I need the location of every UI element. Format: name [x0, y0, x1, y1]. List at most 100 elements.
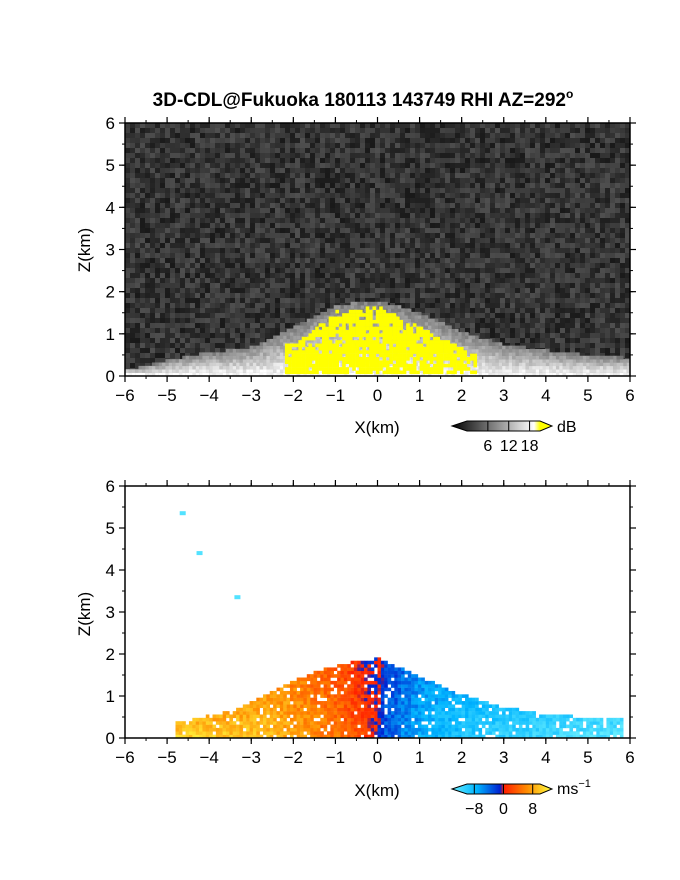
noise-cell — [435, 163, 440, 168]
noise-cell — [185, 148, 190, 153]
noise-cell — [485, 283, 490, 288]
noise-cell — [605, 353, 610, 358]
noise-cell — [365, 158, 370, 163]
noise-cell — [500, 228, 505, 233]
noise-cell — [145, 208, 150, 213]
noise-cell — [475, 328, 480, 333]
noise-cell — [610, 298, 615, 303]
noise-cell — [295, 263, 300, 268]
noise-cell — [495, 263, 500, 268]
noise-cell — [360, 153, 365, 158]
noise-cell — [450, 273, 455, 278]
noise-cell — [610, 238, 615, 243]
noise-cell — [415, 163, 420, 168]
noise-cell — [315, 158, 320, 163]
noise-cell — [590, 203, 595, 208]
noise-cell — [150, 193, 155, 198]
noise-cell — [625, 133, 630, 138]
noise-cell — [540, 238, 545, 243]
noise-cell — [470, 238, 475, 243]
noise-cell — [205, 293, 210, 298]
noise-cell — [585, 238, 590, 243]
noise-cell — [490, 123, 495, 128]
noise-cell — [185, 128, 190, 133]
noise-cell — [330, 128, 335, 133]
noise-cell — [555, 263, 560, 268]
noise-cell — [535, 273, 540, 278]
noise-cell — [410, 173, 415, 178]
noise-cell — [305, 213, 310, 218]
noise-cell — [515, 208, 520, 213]
noise-cell — [140, 203, 145, 208]
noise-cell — [440, 193, 445, 198]
noise-cell — [365, 188, 370, 193]
noise-cell — [330, 268, 335, 273]
noise-cell — [270, 168, 275, 173]
noise-cell — [540, 243, 545, 248]
noise-cell — [350, 298, 355, 303]
noise-cell — [570, 233, 575, 238]
noise-cell — [315, 183, 320, 188]
noise-cell — [165, 338, 170, 343]
noise-cell — [385, 223, 390, 228]
noise-cell — [455, 148, 460, 153]
noise-cell — [530, 243, 535, 248]
noise-cell — [290, 198, 295, 203]
noise-cell — [130, 303, 135, 308]
noise-cell — [140, 348, 145, 353]
noise-cell — [385, 228, 390, 233]
noise-cell — [385, 193, 390, 198]
noise-cell — [535, 238, 540, 243]
noise-cell — [305, 223, 310, 228]
noise-cell — [260, 273, 265, 278]
noise-cell — [290, 138, 295, 143]
noise-cell — [265, 193, 270, 198]
noise-cell — [510, 303, 515, 308]
noise-cell — [395, 148, 400, 153]
noise-cell — [595, 348, 600, 353]
noise-cell — [535, 178, 540, 183]
noise-cell — [440, 263, 445, 268]
noise-cell — [345, 178, 350, 183]
noise-cell — [470, 303, 475, 308]
noise-cell — [235, 278, 240, 283]
noise-cell — [600, 213, 605, 218]
noise-cell — [320, 283, 325, 288]
noise-cell — [615, 168, 620, 173]
noise-cell — [140, 258, 145, 263]
noise-cell — [490, 328, 495, 333]
noise-cell — [240, 313, 245, 318]
noise-cell — [515, 223, 520, 228]
noise-cell — [180, 328, 185, 333]
noise-cell — [130, 203, 135, 208]
noise-cell — [510, 253, 515, 258]
noise-cell — [570, 248, 575, 253]
noise-cell — [220, 198, 225, 203]
noise-cell — [590, 228, 595, 233]
noise-cell — [285, 258, 290, 263]
noise-cell — [255, 163, 260, 168]
noise-cell — [370, 293, 375, 298]
noise-cell — [155, 153, 160, 158]
noise-cell — [190, 198, 195, 203]
noise-cell — [260, 203, 265, 208]
noise-cell — [520, 198, 525, 203]
noise-cell — [370, 298, 375, 303]
noise-cell — [495, 293, 500, 298]
noise-cell — [260, 228, 265, 233]
noise-cell — [255, 228, 260, 233]
noise-cell — [245, 193, 250, 198]
noise-cell — [335, 228, 340, 233]
noise-cell — [330, 253, 335, 258]
noise-cell — [625, 243, 630, 248]
noise-cell — [140, 268, 145, 273]
noise-cell — [300, 298, 305, 303]
noise-cell — [605, 213, 610, 218]
noise-cell — [530, 143, 535, 148]
noise-cell — [125, 203, 130, 208]
noise-cell — [475, 303, 480, 308]
noise-cell — [410, 238, 415, 243]
noise-cell — [465, 328, 470, 333]
noise-cell — [615, 203, 620, 208]
noise-cell — [530, 193, 535, 198]
